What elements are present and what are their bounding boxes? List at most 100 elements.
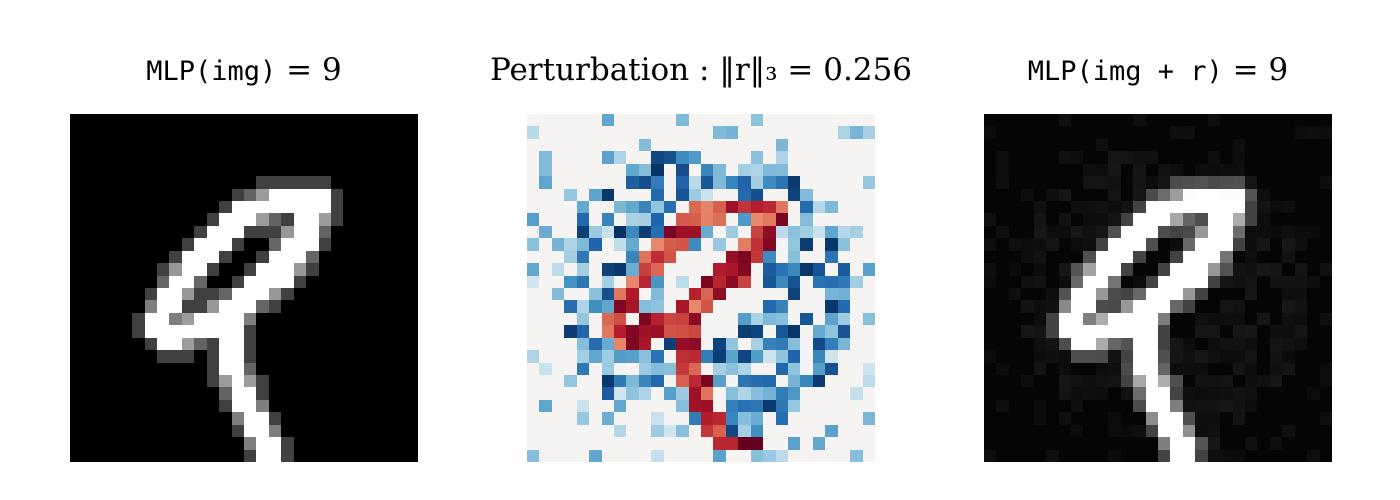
heatmap-cell xyxy=(1033,375,1047,388)
heatmap-cell xyxy=(663,337,677,351)
heatmap-cell xyxy=(1008,275,1022,288)
heatmap-cell xyxy=(1071,114,1084,127)
heatmap-cell xyxy=(281,151,294,164)
heatmap-cell xyxy=(763,275,776,288)
heatmap-cell xyxy=(405,300,418,313)
heatmap-cell xyxy=(393,288,406,301)
heatmap-cell xyxy=(688,275,701,288)
heatmap-cell xyxy=(1319,325,1332,338)
heatmap-cell xyxy=(1008,300,1022,313)
heatmap-cell xyxy=(1095,449,1109,462)
heatmap-cell xyxy=(850,114,863,127)
heatmap-cell xyxy=(1108,325,1121,338)
heatmap-cell xyxy=(1046,225,1059,239)
heatmap-cell xyxy=(281,250,294,264)
heatmap-cell xyxy=(1220,126,1233,139)
heatmap-cell xyxy=(862,163,875,177)
heatmap-cell xyxy=(996,138,1009,152)
heatmap-cell xyxy=(1257,250,1270,264)
heatmap-cell xyxy=(219,424,232,438)
heatmap-cell xyxy=(1269,424,1283,438)
heatmap-cell xyxy=(1232,275,1245,288)
heatmap-cell xyxy=(169,176,182,189)
heatmap-cell xyxy=(564,375,577,388)
heatmap-cell xyxy=(1058,424,1071,438)
heatmap-cell xyxy=(1046,362,1059,375)
heatmap-cell xyxy=(1071,437,1084,450)
heatmap-cell xyxy=(293,300,307,313)
heatmap-cell xyxy=(70,437,83,450)
heatmap-cell xyxy=(206,412,220,425)
heatmap-cell xyxy=(119,238,133,251)
heatmap-cell xyxy=(1058,126,1071,139)
heatmap-cell xyxy=(837,201,851,214)
heatmap-cell xyxy=(219,375,232,388)
heatmap-cell xyxy=(984,126,997,139)
heatmap-cell xyxy=(800,201,813,214)
heatmap-cell xyxy=(380,437,394,450)
heatmap-cell xyxy=(527,138,540,152)
heatmap-cell xyxy=(688,375,701,388)
heatmap-cell xyxy=(1145,126,1158,139)
heatmap-cell xyxy=(393,412,406,425)
heatmap-cell xyxy=(551,114,565,127)
heatmap-cell xyxy=(663,213,677,226)
heatmap-cell xyxy=(268,350,282,363)
heatmap-cell xyxy=(576,275,590,288)
heatmap-cell xyxy=(564,188,577,201)
heatmap-cell xyxy=(663,163,677,177)
heatmap-cell xyxy=(194,325,207,338)
heatmap-cell xyxy=(1257,288,1270,301)
heatmap-cell xyxy=(788,176,801,189)
heatmap-cell xyxy=(181,399,195,413)
heatmap-cell xyxy=(318,163,331,177)
heatmap-cell xyxy=(837,151,851,164)
heatmap-cell xyxy=(157,300,170,313)
heatmap-cell xyxy=(725,126,739,139)
heatmap-cell xyxy=(82,250,95,264)
heatmap-cell xyxy=(293,325,307,338)
heatmap-cell xyxy=(231,412,244,425)
heatmap-cell xyxy=(825,250,838,264)
heatmap-cell xyxy=(169,437,182,450)
heatmap-cell xyxy=(775,375,788,388)
heatmap-cell xyxy=(713,151,726,164)
heatmap-cell xyxy=(837,163,851,177)
heatmap-cell xyxy=(1058,238,1071,251)
heatmap-cell xyxy=(355,437,369,450)
heatmap-cell xyxy=(94,126,108,139)
heatmap-cell xyxy=(996,163,1009,177)
heatmap-cell xyxy=(368,201,381,214)
heatmap-cell xyxy=(343,126,356,139)
heatmap-cell xyxy=(268,188,282,201)
heatmap-cell xyxy=(268,375,282,388)
heatmap-cell xyxy=(82,387,95,400)
heatmap-cell xyxy=(638,138,652,152)
heatmap-cell xyxy=(688,176,701,189)
heatmap-cell xyxy=(368,114,381,127)
heatmap-cell xyxy=(1207,300,1221,313)
heatmap-cell xyxy=(1307,312,1320,326)
heatmap-cell xyxy=(1245,138,1258,152)
heatmap-cell xyxy=(331,138,344,152)
heatmap-cell xyxy=(405,163,418,177)
heatmap-cell xyxy=(651,424,664,438)
heatmap-cell xyxy=(1195,238,1208,251)
heatmap-cell xyxy=(614,288,627,301)
heatmap-cell xyxy=(862,375,875,388)
heatmap-cell xyxy=(713,375,726,388)
heatmap-cell xyxy=(1083,325,1096,338)
heatmap-cell xyxy=(70,225,83,239)
heatmap-cell xyxy=(1245,449,1258,462)
heatmap-cell xyxy=(626,176,639,189)
heatmap-cell xyxy=(231,449,244,462)
heatmap-cell xyxy=(1145,163,1158,177)
heatmap-cell xyxy=(1282,312,1295,326)
heatmap-cell xyxy=(268,312,282,326)
heatmap-cell xyxy=(405,275,418,288)
heatmap-cell xyxy=(1120,213,1134,226)
heatmap-cell xyxy=(1058,437,1071,450)
heatmap-cell xyxy=(206,250,220,264)
heatmap-cell xyxy=(1033,312,1047,326)
heatmap-cell xyxy=(725,412,739,425)
